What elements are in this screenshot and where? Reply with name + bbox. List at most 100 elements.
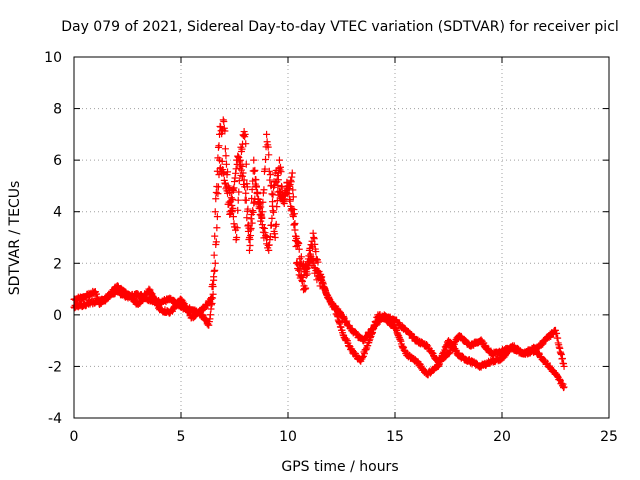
data-point [215, 142, 223, 150]
y-tick-label: -4 [48, 411, 62, 427]
data-point [222, 152, 230, 160]
data-point [306, 257, 314, 265]
data-point [234, 196, 242, 204]
y-tick-label: -2 [48, 359, 62, 375]
data-point [264, 143, 272, 151]
y-axis-label: SDTVAR / TECUs [7, 181, 23, 296]
data-point [228, 195, 236, 203]
data-point [226, 210, 234, 218]
data-point [260, 186, 268, 194]
data-point [254, 188, 262, 196]
data-point [291, 220, 299, 228]
data-point [295, 245, 303, 253]
data-point [238, 162, 246, 170]
data-point [212, 238, 220, 246]
data-point [270, 208, 278, 216]
x-tick-label: 0 [70, 429, 79, 445]
data-point [239, 172, 247, 180]
x-tick-label: 20 [493, 429, 511, 445]
data-point [423, 341, 431, 349]
data-point [236, 161, 244, 169]
data-point [222, 160, 230, 168]
data-point [313, 267, 321, 275]
y-tick-label: 4 [53, 205, 62, 221]
data-point [235, 177, 243, 185]
data-point [289, 186, 297, 194]
data-point [224, 168, 232, 176]
data-point [210, 251, 218, 259]
data-point [259, 198, 267, 206]
data-point [243, 214, 251, 222]
data-point [219, 169, 227, 177]
data-point [243, 207, 251, 215]
data-point [242, 189, 250, 197]
plot-frame [73, 56, 610, 419]
chart-title: Day 079 of 2021, Sidereal Day-to-day VTE… [61, 19, 619, 35]
data-point [252, 182, 260, 190]
data-point [297, 253, 305, 261]
data-point [235, 188, 243, 196]
data-point [211, 232, 219, 240]
data-point [309, 229, 317, 237]
y-tick-label: 10 [44, 50, 62, 66]
data-point [242, 160, 250, 168]
data-points [70, 116, 568, 392]
data-point [204, 321, 212, 329]
data-point [268, 190, 276, 198]
data-point [261, 165, 269, 173]
data-point [365, 339, 373, 347]
data-point [256, 211, 264, 219]
data-point [212, 195, 220, 203]
data-point [560, 360, 568, 368]
data-point [289, 212, 297, 220]
data-point [248, 186, 256, 194]
data-point [211, 208, 219, 216]
data-point [262, 156, 270, 164]
data-point [213, 224, 221, 232]
data-point [241, 133, 249, 141]
x-tick-label: 15 [386, 429, 404, 445]
data-point [266, 233, 274, 241]
data-point [214, 183, 222, 191]
data-point [230, 184, 238, 192]
data-point [234, 206, 242, 214]
data-point [289, 193, 297, 201]
data-point [265, 167, 273, 175]
data-point [219, 116, 227, 124]
data-point [211, 259, 219, 267]
data-point [211, 266, 219, 274]
data-point [272, 166, 280, 174]
x-tick-label: 10 [279, 429, 297, 445]
x-axis-label: GPS time / hours [281, 459, 398, 475]
data-point [218, 157, 226, 165]
data-point [250, 156, 258, 164]
y-tick-label: 6 [53, 153, 62, 169]
data-point [248, 219, 256, 227]
data-point [206, 295, 214, 303]
data-point [207, 294, 215, 302]
data-point [306, 250, 314, 258]
data-point [221, 145, 229, 153]
data-point [263, 130, 271, 138]
data-point [290, 221, 298, 229]
data-point [249, 208, 257, 216]
data-point [268, 214, 276, 222]
data-point [209, 283, 217, 291]
data-point [221, 127, 229, 135]
data-point [241, 183, 249, 191]
data-point [266, 171, 274, 179]
data-point [275, 156, 283, 164]
data-point [285, 182, 293, 190]
data-point [331, 305, 339, 313]
data-point [224, 189, 232, 197]
data-point [247, 225, 255, 233]
data-point [312, 248, 320, 256]
data-point [269, 191, 277, 199]
data-point [274, 176, 282, 184]
data-point [288, 173, 296, 181]
data-point [247, 232, 255, 240]
data-point [258, 214, 266, 222]
y-tick-label: 0 [53, 308, 62, 324]
